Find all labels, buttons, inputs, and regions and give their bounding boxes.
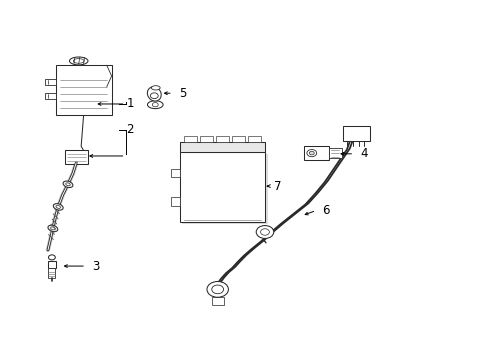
Text: 3: 3 [92, 260, 99, 273]
Bar [342, 126, 369, 141]
Bar [180, 142, 264, 152]
Text: 6: 6 [322, 204, 329, 217]
Circle shape [306, 149, 316, 157]
Text: 1: 1 [126, 98, 134, 111]
Circle shape [309, 151, 314, 155]
Ellipse shape [147, 101, 163, 109]
Bar [247, 136, 261, 142]
Bar [45, 93, 56, 99]
Circle shape [260, 229, 269, 235]
Text: 5: 5 [178, 87, 185, 100]
Text: 2: 2 [126, 123, 134, 136]
Circle shape [150, 93, 158, 99]
Ellipse shape [53, 204, 63, 210]
Ellipse shape [65, 183, 70, 186]
Bar [232, 136, 244, 142]
Bar [180, 152, 264, 222]
Bar [56, 65, 111, 116]
Circle shape [206, 282, 228, 297]
Bar [329, 148, 341, 158]
Circle shape [152, 103, 158, 107]
Bar [200, 136, 213, 142]
Bar [48, 268, 55, 278]
Ellipse shape [151, 86, 160, 90]
Bar [182, 154, 267, 224]
Ellipse shape [63, 181, 73, 188]
Bar [304, 146, 329, 159]
Bar [183, 136, 197, 142]
Circle shape [211, 285, 223, 294]
Ellipse shape [56, 206, 61, 208]
Ellipse shape [51, 227, 55, 230]
Text: 4: 4 [359, 147, 367, 160]
Bar [64, 150, 88, 163]
Ellipse shape [48, 225, 58, 232]
Bar [171, 168, 180, 177]
Ellipse shape [147, 87, 161, 101]
Ellipse shape [69, 57, 88, 65]
Text: 7: 7 [273, 180, 281, 193]
Ellipse shape [48, 255, 55, 260]
Bar [171, 197, 180, 206]
Circle shape [256, 226, 273, 238]
Bar [211, 297, 223, 305]
Bar [45, 78, 56, 85]
Bar [47, 261, 56, 268]
Bar [216, 136, 229, 142]
Ellipse shape [73, 59, 84, 63]
